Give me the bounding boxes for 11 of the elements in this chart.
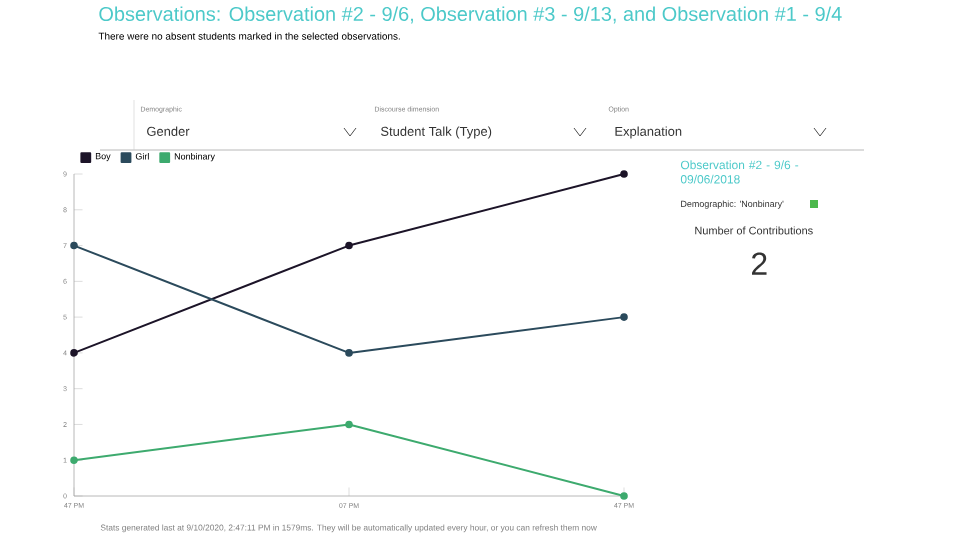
point — [620, 170, 628, 178]
chart-title: Observations: Observation #2 - 9/6, Observation #3 - 9/13, and Observation #1 - 9/4 — [99, 6, 842, 24]
point — [70, 456, 78, 465]
point — [345, 349, 353, 357]
point — [345, 420, 353, 429]
point — [620, 313, 628, 321]
point — [70, 349, 78, 357]
point — [620, 492, 628, 500]
text: 2 — [752, 252, 767, 275]
point — [345, 241, 353, 250]
point — [70, 241, 78, 250]
